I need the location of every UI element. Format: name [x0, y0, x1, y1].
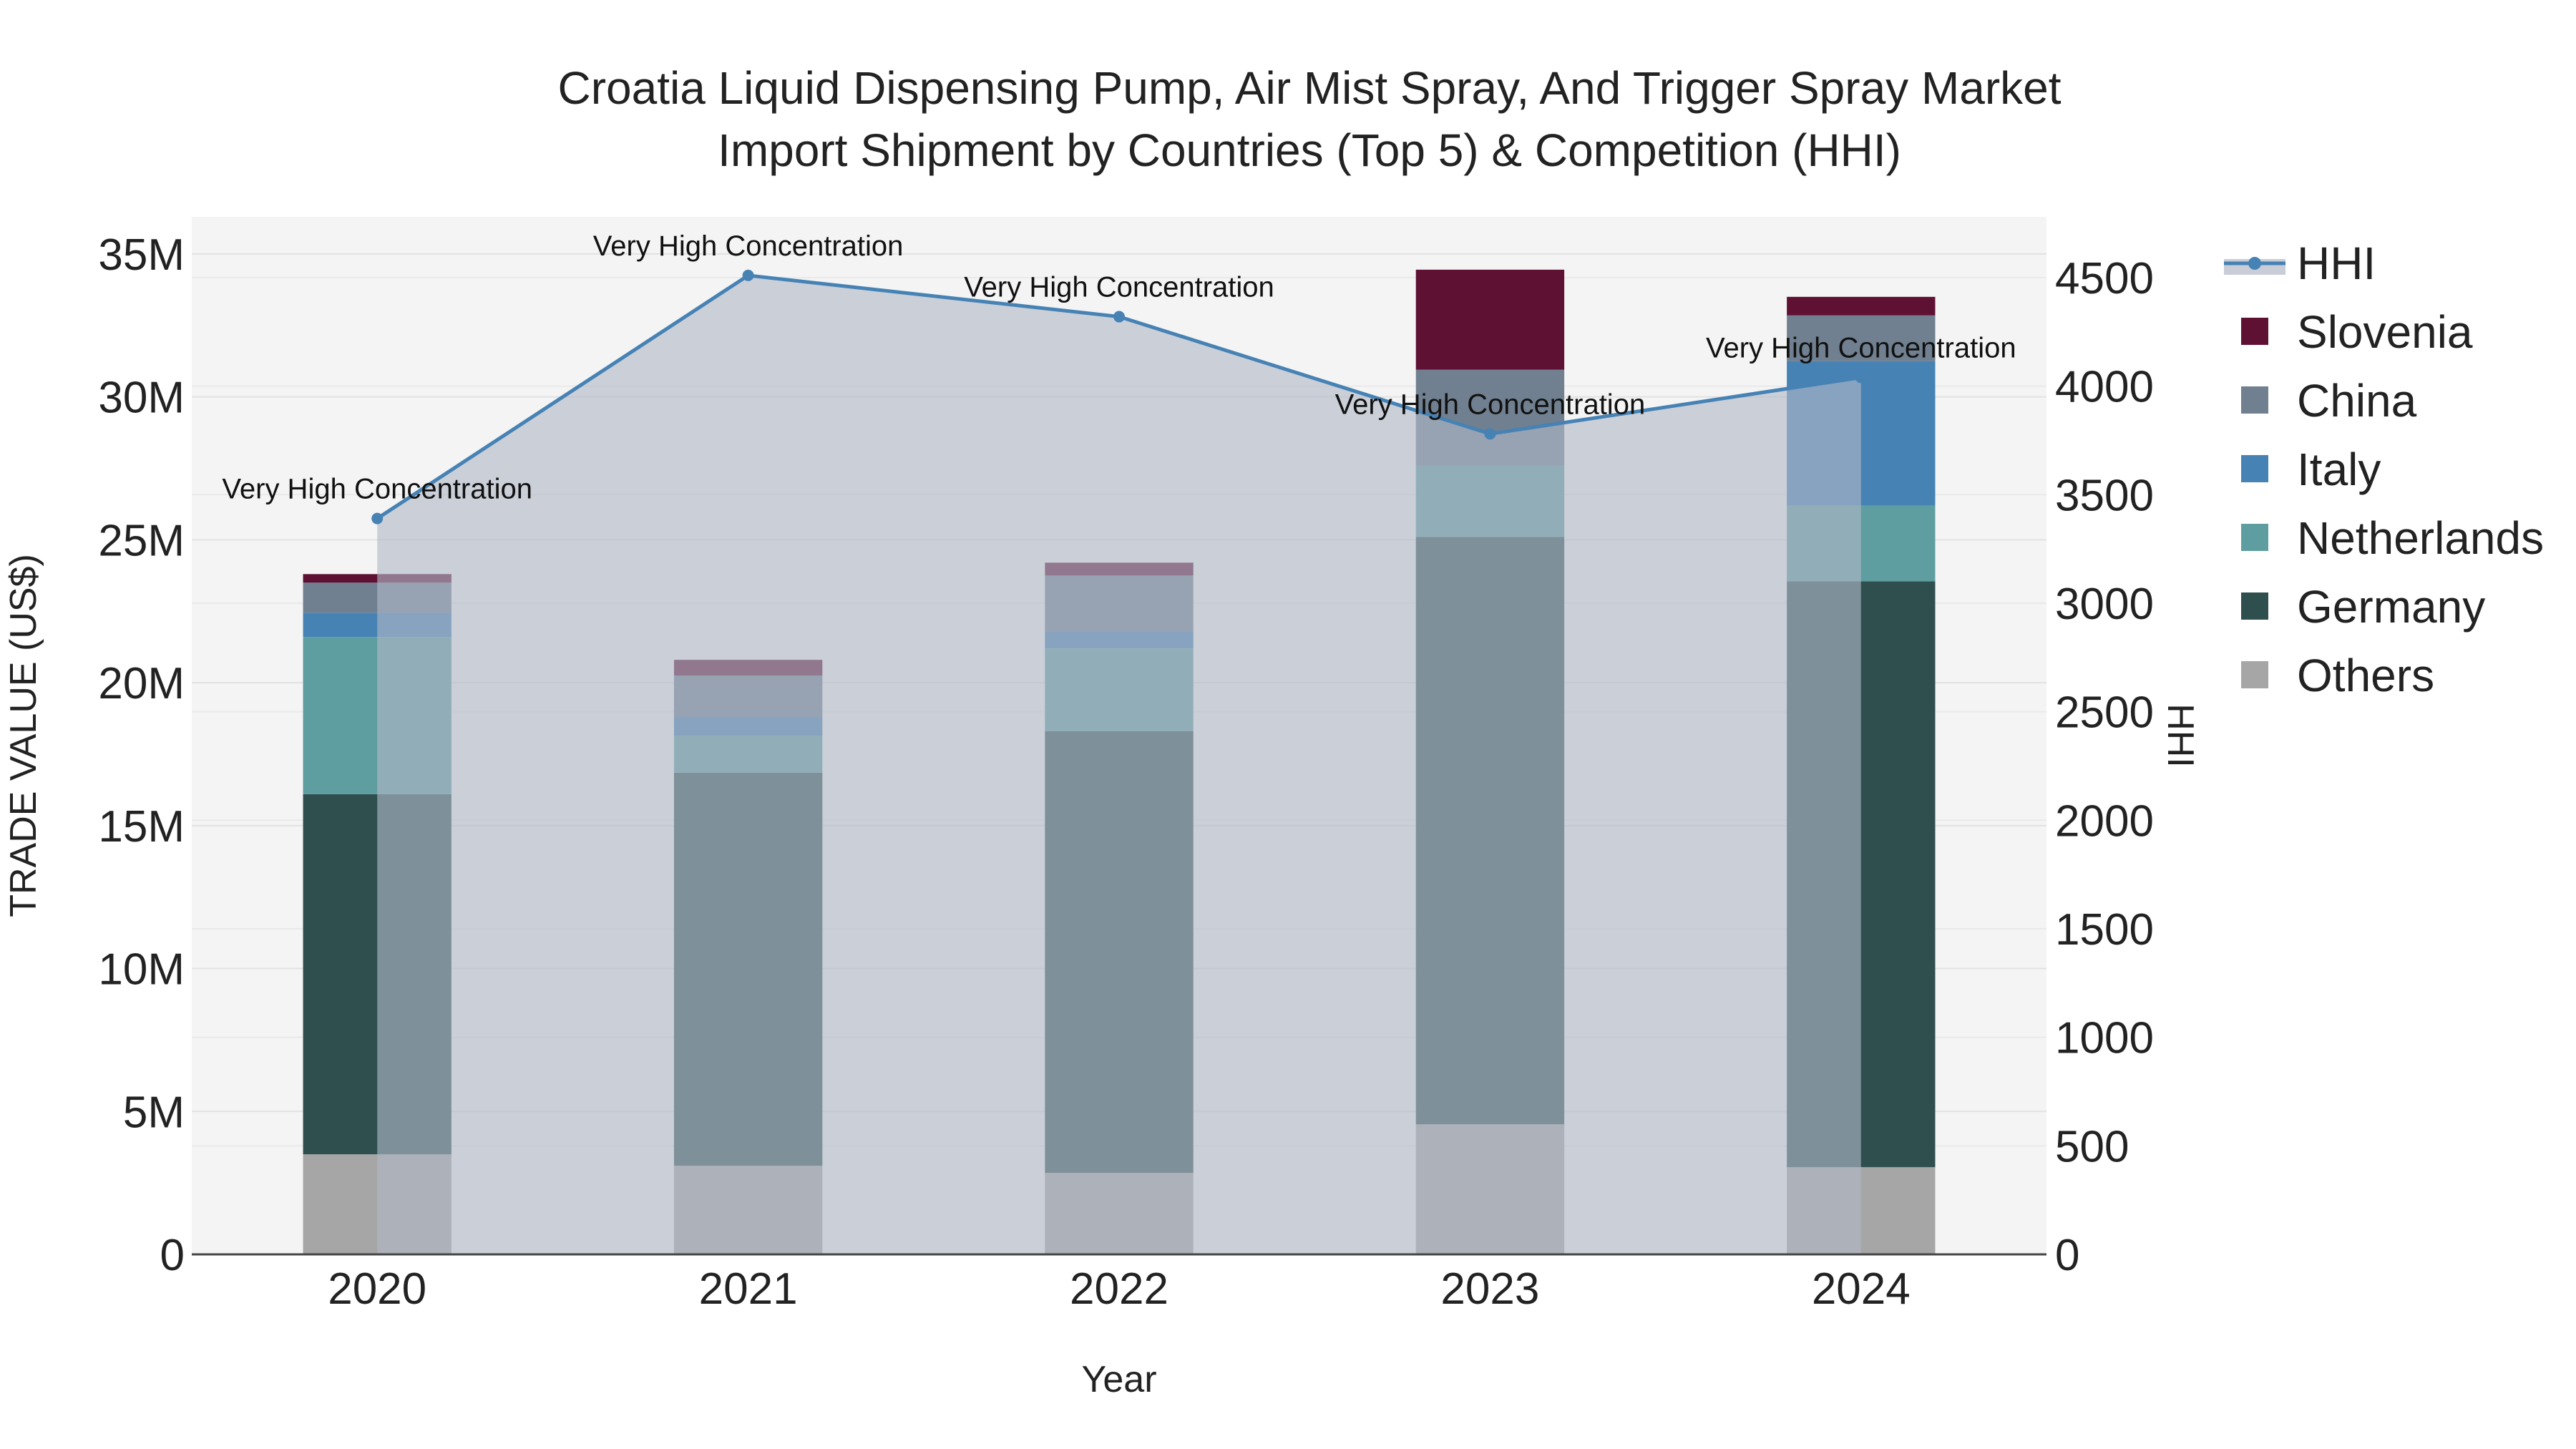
hhi-point-2023 — [1484, 428, 1496, 440]
legend: HHI Slovenia China Italy Netherlands Germany O… — [2224, 238, 2544, 701]
legend-swatch-others — [2241, 661, 2268, 688]
y-axis-title: TRADE VALUE (US$) — [3, 554, 44, 917]
hhi-point-2021 — [742, 269, 754, 281]
x-axis-title: Year — [1081, 1359, 1156, 1400]
hhi-label-2024: Very High Concentration — [1706, 332, 2016, 364]
y-tick-label: 15M — [98, 802, 185, 852]
y2-tick-label: 0 — [2055, 1231, 2079, 1280]
x-tick-label-2023: 2023 — [1440, 1264, 1539, 1314]
y-tick-label: 35M — [98, 230, 185, 280]
x-tick-label-2024: 2024 — [1812, 1264, 1911, 1314]
bar-slovenia-2023 — [1415, 269, 1565, 370]
hhi-label-2020: Very High Concentration — [222, 474, 532, 505]
hhi-layer: Very High Concentration Very High Concent… — [222, 230, 2016, 1254]
hhi-point-2020 — [371, 512, 384, 525]
y2-tick-label: 1000 — [2055, 1014, 2154, 1063]
hhi-area — [377, 275, 1861, 1254]
legend-swatch-netherlands — [2241, 524, 2268, 551]
chart-title-line-1: Croatia Liquid Dispensing Pump, Air Mist… — [557, 62, 2061, 114]
y2-tick-label: 4500 — [2055, 254, 2154, 303]
hhi-point-2024 — [1855, 371, 1867, 384]
legend-label-slovenia: Slovenia — [2297, 306, 2473, 358]
legend-label-germany: Germany — [2297, 581, 2485, 633]
hhi-label-2021: Very High Concentration — [593, 230, 904, 262]
y-axis-ticks: 0 5M 10M 15M 20M 25M 30M 35M — [98, 230, 185, 1280]
chart-title-line-2: Import Shipment by Countries (Top 5) & C… — [718, 125, 1901, 176]
legend-label-hhi: HHI — [2297, 238, 2376, 289]
legend-swatch-china — [2241, 386, 2268, 414]
legend-label-others: Others — [2297, 650, 2434, 701]
bar-china-2024 — [1787, 315, 1936, 361]
legend-swatch-germany — [2241, 592, 2268, 620]
y2-tick-label: 3000 — [2055, 580, 2154, 629]
y2-tick-label: 2000 — [2055, 796, 2154, 846]
bar-slovenia-2024 — [1787, 296, 1936, 316]
y2-tick-label: 4000 — [2055, 363, 2154, 412]
legend-swatch-slovenia — [2241, 318, 2268, 345]
legend-swatch-hhi-marker — [2248, 257, 2261, 270]
y-tick-label: 5M — [123, 1088, 185, 1137]
legend-label-italy: Italy — [2297, 444, 2381, 495]
hhi-label-2023: Very High Concentration — [1335, 389, 1646, 420]
x-axis-ticks: 2020 2021 2022 2023 2024 — [328, 1264, 1911, 1314]
y-tick-label: 25M — [98, 516, 185, 565]
y-tick-label: 10M — [98, 945, 185, 995]
hhi-point-2022 — [1113, 311, 1125, 323]
x-tick-label-2022: 2022 — [1070, 1264, 1169, 1314]
y2-axis-title: HHI — [2160, 703, 2201, 768]
legend-swatch-italy — [2241, 455, 2268, 482]
x-tick-label-2020: 2020 — [328, 1264, 426, 1314]
y2-tick-label: 2500 — [2055, 688, 2154, 738]
y2-tick-label: 3500 — [2055, 471, 2154, 520]
y2-tick-label: 500 — [2055, 1122, 2129, 1171]
x-tick-label-2021: 2021 — [699, 1264, 798, 1314]
hhi-label-2022: Very High Concentration — [964, 272, 1274, 303]
legend-label-china: China — [2297, 375, 2417, 426]
y-tick-label: 20M — [98, 659, 185, 708]
y2-tick-label: 1500 — [2055, 905, 2154, 955]
legend-label-netherlands: Netherlands — [2297, 512, 2544, 564]
y2-axis-ticks: 0 500 1000 1500 2000 2500 3000 3500 4000 4500 — [2055, 254, 2154, 1280]
y-tick-label: 30M — [98, 374, 185, 423]
y-tick-label: 0 — [160, 1231, 185, 1280]
